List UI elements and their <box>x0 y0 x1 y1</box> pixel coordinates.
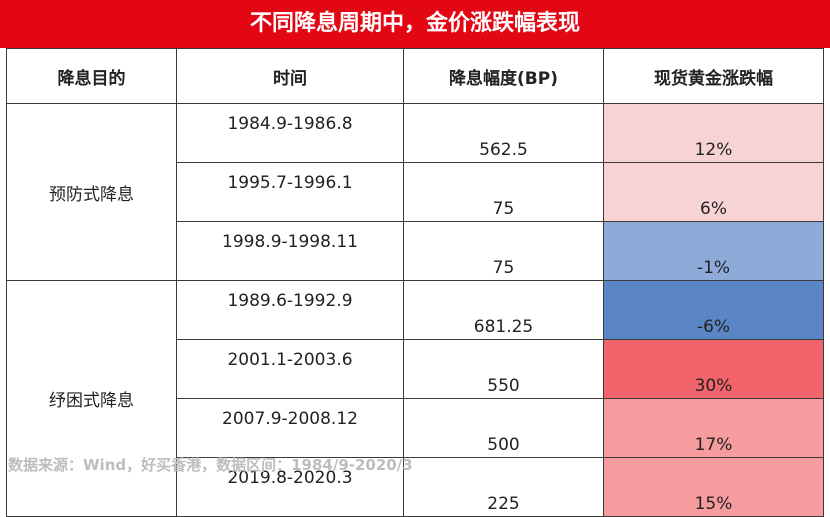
bp-cell: 562.5 <box>403 103 604 163</box>
period-cell: 1998.9-1998.11 <box>176 221 404 281</box>
bp-cell: 75 <box>403 221 604 281</box>
table-title: 不同降息周期中，金价涨跌幅表现 <box>0 0 830 48</box>
period-cell: 1995.7-1996.1 <box>176 162 404 222</box>
rate-cut-gold-table: 降息目的 时间 降息幅度(BP) 现货黄金涨跌幅 预防式降息 1984.9-19… <box>6 48 824 517</box>
table-row: 1998.9-1998.11 75 -1% <box>7 221 824 281</box>
table-row: 纾困式降息 1989.6-1992.9 681.25 -6% <box>6 280 824 517</box>
period-cell: 1989.6-1992.9 <box>176 280 404 340</box>
change-cell: 12% <box>603 103 824 163</box>
group-label-preventive: 预防式降息 <box>6 103 177 281</box>
header-bp: 降息幅度(BP) <box>403 48 604 104</box>
table-header-row: 降息目的 时间 降息幅度(BP) 现货黄金涨跌幅 <box>6 48 824 104</box>
table-row: 2001.1-2003.6 550 30% <box>7 339 824 399</box>
bp-cell: 75 <box>403 162 604 222</box>
change-cell: 15% <box>603 457 824 517</box>
change-cell: 17% <box>603 398 824 458</box>
header-period: 时间 <box>176 48 404 104</box>
period-cell: 2001.1-2003.6 <box>176 339 404 399</box>
header-purpose: 降息目的 <box>6 48 177 104</box>
change-cell: -1% <box>603 221 824 281</box>
period-cell: 1984.9-1986.8 <box>176 103 404 163</box>
bp-cell: 550 <box>403 339 604 399</box>
change-cell: -6% <box>603 280 824 340</box>
period-cell: 2007.9-2008.12 <box>176 398 404 458</box>
bp-cell: 225 <box>403 457 604 517</box>
table-row: 预防式降息 1984.9-1986.8 562.5 12% <box>6 103 824 281</box>
change-cell: 30% <box>603 339 824 399</box>
change-cell: 6% <box>603 162 824 222</box>
table-row: 2007.9-2008.12 500 17% <box>7 398 824 458</box>
bp-cell: 681.25 <box>403 280 604 340</box>
bp-cell: 500 <box>403 398 604 458</box>
table-row: 1995.7-1996.1 75 6% <box>7 162 824 222</box>
header-gold-change: 现货黄金涨跌幅 <box>603 48 824 104</box>
source-note: 数据来源：Wind，好买香港，数据区间：1984/9-2020/3 <box>8 456 413 474</box>
group-label-relief: 纾困式降息 <box>6 280 177 517</box>
